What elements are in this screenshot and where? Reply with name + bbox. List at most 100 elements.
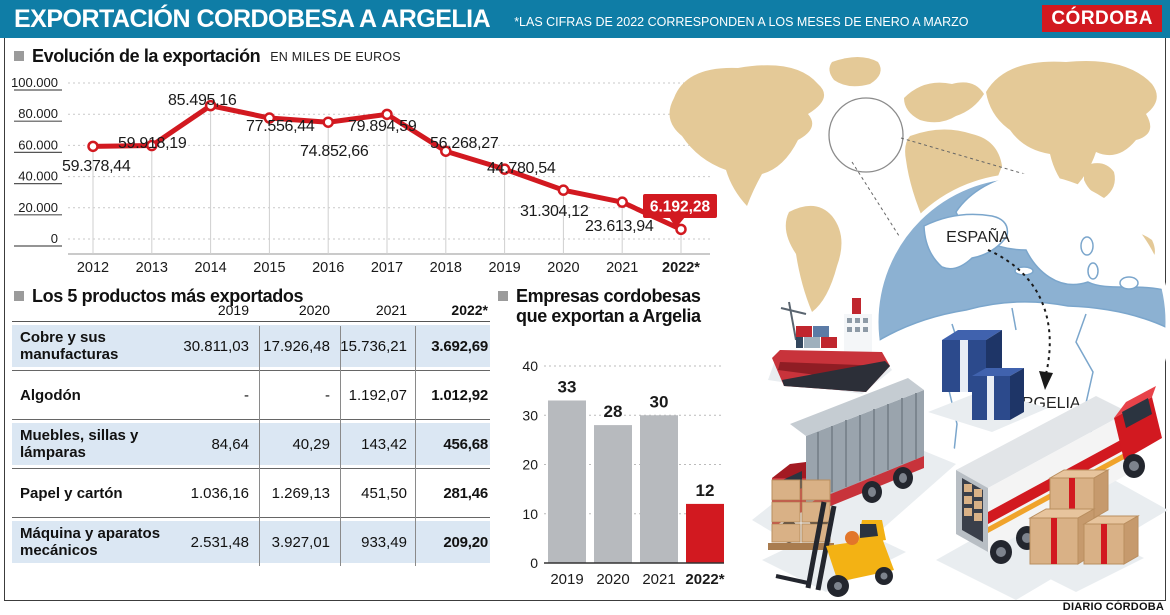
data-point xyxy=(381,108,393,121)
data-point xyxy=(263,112,276,124)
companies-bar-chart: 0 10 20 30 40 33 2019 28 2020 30 2021 12 2022* xyxy=(522,358,724,588)
value-label: 31.304,12 xyxy=(520,203,589,220)
svg-text:10: 10 xyxy=(522,506,538,522)
data-point xyxy=(204,99,217,112)
x-axis-label: 2013 xyxy=(136,260,168,276)
svg-text:30: 30 xyxy=(650,392,669,411)
value-label: 23.613,94 xyxy=(585,218,654,235)
table-row: Cobre y sus manufacturas 30.811,03 17.926,… xyxy=(12,322,490,370)
x-axis-label: 2020 xyxy=(596,571,629,588)
svg-text:12: 12 xyxy=(696,481,715,500)
square-bullet-icon xyxy=(498,291,508,301)
product-value: 84,64 xyxy=(211,435,249,453)
spain-land xyxy=(923,213,1009,270)
x-axis-label: 2022* xyxy=(662,260,700,276)
svg-text:80.000: 80.000 xyxy=(18,106,58,121)
value-label: 59.918,19 xyxy=(118,135,187,152)
bar-chart-plot: 0 10 20 30 40 33 2019 28 2020 30 2021 12 2022* xyxy=(522,358,724,588)
evolution-title: Evolución de la exportación xyxy=(32,46,261,66)
page-title: EXPORTACIÓN CORDOBESA A ARGELIA xyxy=(14,4,491,33)
value-label: 85.495,16 xyxy=(168,92,237,109)
map-illustration: ESPAÑA ARGELIA xyxy=(669,57,1168,600)
product-name: Máquina y aparatos mecánicos xyxy=(20,525,161,559)
section-evolution-title: Evolución de la exportación EN MILES DE … xyxy=(14,46,401,66)
bar-2020 xyxy=(594,425,632,563)
table-row: Papel y cartón 1.036,16 1.269,13 451,50 281,… xyxy=(12,468,490,517)
sardinia-island xyxy=(1087,262,1099,280)
spain-label: ESPAÑA xyxy=(946,226,1010,246)
product-value: 1.192,07 xyxy=(348,386,407,404)
x-axis-label: 2019 xyxy=(488,260,520,276)
data-point xyxy=(87,140,99,153)
svg-text:20: 20 xyxy=(522,457,538,473)
product-value: 3.692,69 xyxy=(431,337,488,355)
section-companies-title: Empresas cordobesas que exportan a Argel… xyxy=(498,286,701,326)
data-point xyxy=(440,145,452,157)
column-divider xyxy=(340,326,341,566)
svg-text:40.000: 40.000 xyxy=(18,169,58,184)
x-axis-label: 2022* xyxy=(685,571,724,588)
header-footnote: *LAS CIFRAS DE 2022 CORRESPONDEN A LOS M… xyxy=(514,14,969,29)
product-value: 1.036,16 xyxy=(190,484,249,502)
magnifier-circle-icon xyxy=(828,97,904,173)
product-value: 281,46 xyxy=(443,484,488,502)
product-value: 3.927,01 xyxy=(271,533,330,551)
value-label: 56.268,27 xyxy=(430,135,499,152)
svg-text:0: 0 xyxy=(530,555,538,571)
svg-text:28: 28 xyxy=(604,402,623,421)
table-row: Algodón - -1.192,07 1.012,92 xyxy=(12,370,490,419)
value-label: 74.852,66 xyxy=(300,143,369,160)
column-header: 2021 xyxy=(375,302,407,318)
evolution-unit: EN MILES DE EUROS xyxy=(270,50,401,64)
column-header: 2019 xyxy=(217,302,249,318)
product-value: 209,20 xyxy=(443,533,488,551)
svg-text:40: 40 xyxy=(522,358,538,374)
companies-title: Empresas cordobesas que exportan a Argel… xyxy=(516,286,701,326)
svg-text:60.000: 60.000 xyxy=(18,137,58,152)
cardboard-boxes-illustration xyxy=(1012,469,1144,592)
data-point xyxy=(557,184,570,196)
product-name: Muebles, sillas y lámparas xyxy=(20,427,139,461)
bar-2021 xyxy=(640,415,678,563)
svg-text:30: 30 xyxy=(522,407,538,423)
value-label: 77.556,44 xyxy=(246,118,315,135)
data-point xyxy=(322,116,334,128)
x-axis-label: 2021 xyxy=(606,260,638,276)
x-axis-label: 2016 xyxy=(312,260,344,276)
cargo-ship-illustration xyxy=(768,298,892,394)
cordoba-logo: CÓRDOBA xyxy=(1042,5,1162,32)
products-table: 2019 2020 2021 2022* Cobre y sus manufactura… xyxy=(12,302,490,566)
svg-text:0: 0 xyxy=(51,231,58,246)
sicily-island xyxy=(1119,276,1139,290)
source-credit: DIARIO CÓRDOBA xyxy=(1062,601,1164,613)
value-label: 59.378,44 xyxy=(62,158,131,175)
svg-text:6.192,28: 6.192,28 xyxy=(650,199,711,216)
table-row: Máquina y aparatos mecánicos 2.531,48 3.92… xyxy=(12,517,490,566)
column-divider xyxy=(415,326,416,566)
product-value: 30.811,03 xyxy=(183,337,249,355)
products-title: Los 5 productos más exportados xyxy=(32,286,304,306)
corsica-island xyxy=(1080,236,1094,256)
column-divider xyxy=(259,326,260,566)
value-label: 44.780,54 xyxy=(487,160,556,177)
forklift-illustration xyxy=(762,479,906,597)
data-point xyxy=(498,163,511,175)
product-value: 15.736,21 xyxy=(340,337,407,355)
x-axis-label: 2014 xyxy=(194,260,226,276)
x-axis-label: 2012 xyxy=(77,260,109,276)
column-header: 2022* xyxy=(451,302,488,318)
x-axis-label: 2020 xyxy=(547,260,579,276)
square-bullet-icon xyxy=(14,51,24,61)
product-value: - xyxy=(325,386,330,404)
bar-2019 xyxy=(548,400,586,563)
value-label: 79.894,59 xyxy=(348,118,417,135)
blue-crates-illustration xyxy=(928,330,1048,432)
data-point xyxy=(146,139,158,152)
x-axis-label: 2018 xyxy=(430,260,462,276)
arrowhead-icon xyxy=(1039,371,1053,390)
svg-text:33: 33 xyxy=(558,377,577,396)
square-bullet-icon xyxy=(14,291,24,301)
product-value: 1.269,13 xyxy=(271,484,330,502)
x-axis-label: 2015 xyxy=(253,260,285,276)
